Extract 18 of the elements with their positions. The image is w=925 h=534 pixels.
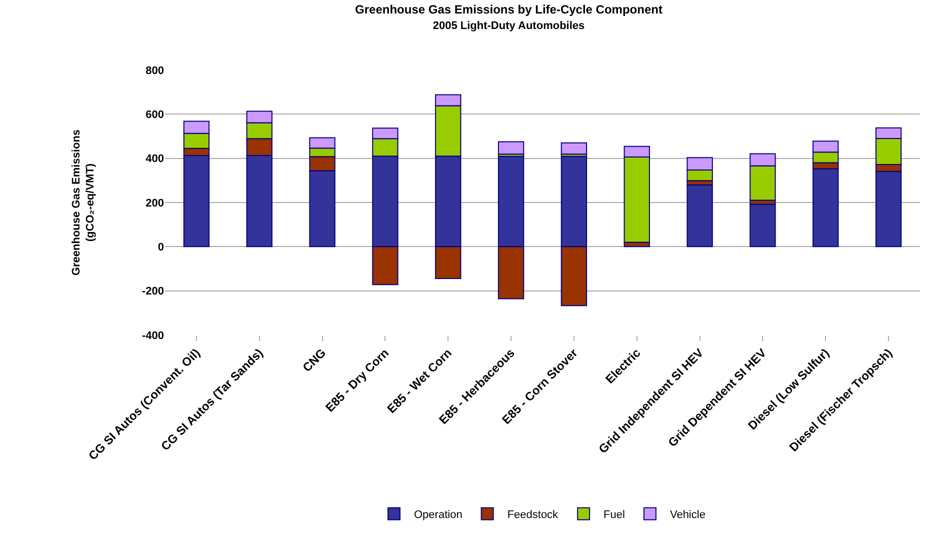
y-tick-label: 600: [146, 109, 164, 122]
legend-label: Vehicle: [670, 509, 706, 522]
y-axis-title: Greenhouse Gas Emissions (gCO₂-eq/VMT): [70, 129, 97, 276]
bar: [686, 184, 713, 248]
y-tick-label: 400: [146, 153, 164, 166]
chart-subtitle: 2005 Light-Duty Automobiles: [432, 20, 585, 32]
bar: [750, 204, 776, 248]
legend-label: Feedstock: [507, 509, 559, 522]
bar: [560, 142, 588, 155]
y-tick-label: -200: [142, 286, 164, 298]
legend-label: Operation: [414, 509, 462, 522]
y-tick-label: 800: [146, 64, 164, 77]
legend-label: Fuel: [604, 509, 625, 522]
y-tick-label: 200: [146, 197, 164, 210]
chart-title: Greenhouse Gas Emissions by Life-Cycle Component: [355, 2, 662, 16]
bar: [498, 141, 524, 155]
y-tick-label: 0: [158, 242, 164, 254]
y-tick-label: -400: [142, 330, 164, 342]
